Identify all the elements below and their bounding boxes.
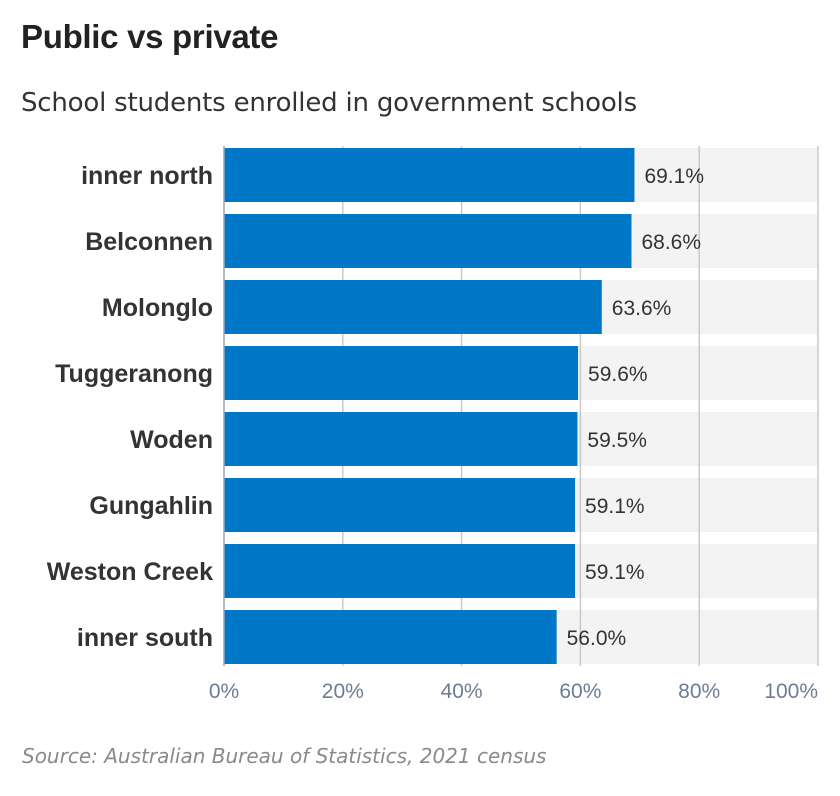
- category-label: Molonglo: [102, 294, 213, 322]
- bar: [224, 544, 576, 598]
- data-label: 59.1%: [585, 561, 645, 584]
- x-tick-label: 80%: [678, 680, 720, 703]
- data-label: 56.0%: [567, 627, 627, 650]
- data-label: 59.1%: [585, 495, 645, 518]
- x-tick-label: 100%: [764, 680, 818, 703]
- data-label: 59.6%: [588, 363, 648, 386]
- category-label: Belconnen: [85, 228, 213, 256]
- bar: [224, 148, 635, 202]
- data-label: 69.1%: [644, 165, 704, 188]
- data-label: 59.5%: [587, 429, 647, 452]
- bar: [224, 412, 578, 466]
- x-tick-label: 40%: [441, 680, 483, 703]
- category-label: Woden: [130, 426, 213, 454]
- data-label: 63.6%: [612, 297, 672, 320]
- x-tick-label: 0%: [209, 680, 239, 703]
- data-label: 68.6%: [641, 231, 701, 254]
- bar: [224, 610, 557, 664]
- chart-title: Public vs private: [21, 18, 279, 55]
- source-note: Source: Australian Bureau of Statistics,…: [22, 744, 547, 768]
- x-tick-label: 20%: [322, 680, 364, 703]
- bar: [224, 478, 576, 532]
- bar: [224, 280, 602, 334]
- x-tick-label: 60%: [559, 680, 601, 703]
- category-label: Tuggeranong: [55, 360, 213, 388]
- bar: [224, 346, 579, 400]
- category-label: inner north: [81, 162, 213, 190]
- bar: [224, 214, 632, 268]
- category-label: Gungahlin: [89, 492, 213, 520]
- category-label: inner south: [77, 624, 213, 652]
- category-label: Weston Creek: [47, 558, 213, 586]
- chart-subtitle: School students enrolled in government s…: [21, 88, 637, 118]
